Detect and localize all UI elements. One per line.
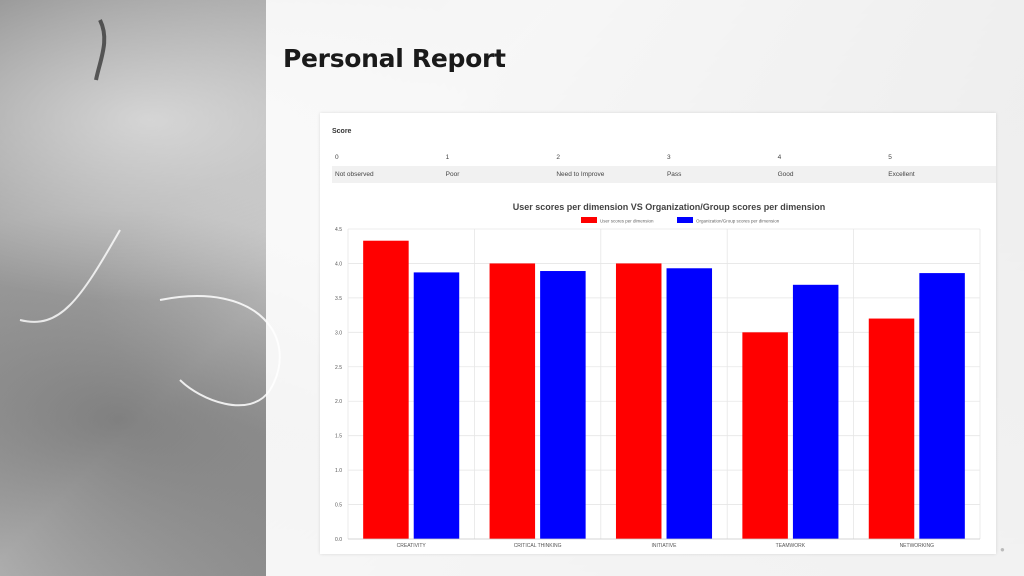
bar-chart: User scores per dimension VS Organizatio… [335,202,981,549]
bar-critical-thinking-series-0 [489,263,536,539]
x-tick-label: TEAMWORK [776,543,806,549]
score-labels-row: Not observed Poor Need to Improve Pass G… [332,166,996,183]
x-tick-label: NETWORKING [900,543,935,549]
score-label-cell: Poor [442,166,554,183]
bar-teamwork-series-0 [742,332,788,539]
y-tick-label: 3.0 [335,330,342,336]
y-tick-label: 0.0 [335,537,342,543]
bar-networking-series-1 [919,273,965,539]
score-scale-table: 0 1 2 3 4 5 Not observed Poor Need to Im… [332,149,996,183]
bar-creativity-series-0 [363,240,409,539]
score-value-cell: 0 [335,154,339,161]
bar-networking-series-0 [868,318,915,539]
score-value-cell: 1 [445,154,450,161]
score-value-cell: 2 [556,154,560,161]
score-value-cell: 5 [888,154,892,161]
report-card: Score 0 1 2 3 4 5 Not observed Poor Need… [320,113,996,554]
score-label-cell: Pass [663,166,775,183]
y-tick-label: 1.0 [335,468,342,474]
score-scale-label: Score [332,128,352,135]
score-label-cell: Good [774,166,886,183]
x-tick-label: CRITICAL THINKING [514,543,562,549]
y-tick-label: 4.0 [335,261,342,267]
chart-title: User scores per dimension VS Organizatio… [513,202,826,212]
lock-icon: ● [1000,545,1005,554]
legend-label-0: User scores per dimension [600,219,654,224]
bar-creativity-series-1 [413,272,460,539]
bar-teamwork-series-1 [792,284,839,539]
score-value-cell: 4 [777,154,782,161]
x-tick-label: INITIATIVE [652,543,678,549]
bar-initiative-series-1 [666,268,713,539]
score-label-cell: Need to Improve [553,166,664,183]
score-label-cell: Excellent [885,166,996,183]
legend-label-1: Organization/Group scores per dimension [696,219,780,224]
legend-swatch-1 [677,217,693,223]
bar-critical-thinking-series-1 [540,271,586,539]
score-label-cell: Not observed [332,166,443,183]
legend-swatch-0 [581,217,597,223]
y-tick-label: 3.5 [335,296,342,302]
y-tick-label: 0.5 [335,503,342,509]
page-title: Personal Report [283,44,506,73]
score-values-row: 0 1 2 3 4 5 [332,149,996,166]
y-tick-label: 1.5 [335,434,342,440]
y-tick-label: 2.0 [335,399,342,405]
score-value-cell: 3 [666,154,671,161]
bar-initiative-series-0 [615,263,662,539]
y-tick-label: 2.5 [335,365,342,371]
x-tick-label: CREATIVITY [397,543,427,549]
y-tick-label: 4.5 [335,227,342,233]
